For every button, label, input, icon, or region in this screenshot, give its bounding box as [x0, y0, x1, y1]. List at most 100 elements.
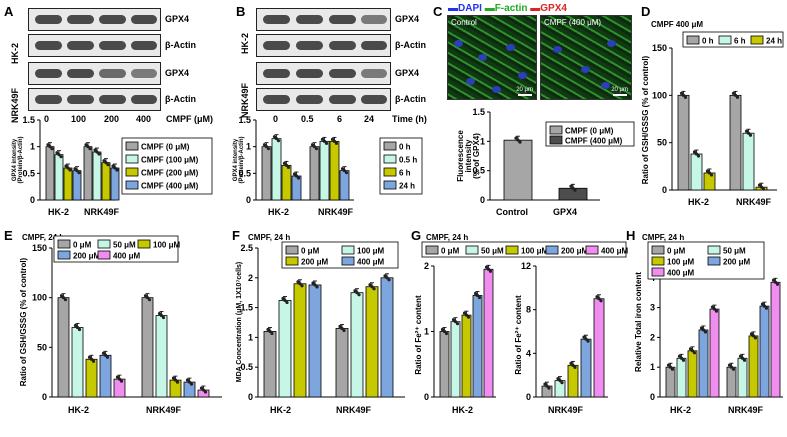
chart-a-point-0-0-0 — [46, 143, 50, 147]
chart-g-left-point-0-1-0 — [451, 318, 456, 322]
chart-d-point-0-1-2 — [696, 154, 701, 158]
chart-d-point-0-2-2 — [709, 173, 714, 177]
chart-f-bar-1-0 — [335, 328, 349, 398]
chart-h-point-1-0-2 — [731, 367, 736, 371]
chart-c-point-0-0-2 — [518, 140, 522, 144]
chart-h-point-0-1-1 — [679, 356, 684, 360]
chart-a-legend-swatch-1 — [125, 154, 139, 164]
chart-d-bar-0-1 — [690, 153, 703, 191]
chart-h-point-0-1-2 — [681, 358, 686, 362]
chart-h-legend-swatch-3 — [707, 256, 721, 266]
chart-f-bar-0-3 — [308, 284, 322, 398]
blot-b-actin-hk2 — [256, 34, 391, 57]
chart-b-ylabel-1: GPX4 intensity — [233, 138, 239, 181]
chart-a-point-1-0-1 — [86, 145, 90, 149]
blot-a-gpx4-nrk — [28, 62, 161, 85]
chart-g-legend-swatch-1 — [465, 245, 479, 255]
panel-d-label: D — [641, 4, 651, 19]
chart-b-point-0-0-2 — [266, 147, 271, 151]
panel-c-label: C — [433, 4, 443, 19]
chart-f-ytick-label-3: 1.5 — [240, 303, 253, 313]
chart-d-point-1-0-0 — [731, 91, 736, 95]
chart-b-point-0-2-0 — [282, 161, 287, 165]
chart-e-ylabel: Ratio of GSH/GSSG (% of control) — [19, 257, 28, 386]
chart-e-point-1-2-1 — [173, 378, 178, 382]
chart-e-legend-swatch-4 — [97, 250, 111, 260]
chart-a-point-0-2-0 — [64, 164, 68, 168]
chart-h-point-1-1-0 — [738, 354, 743, 358]
chart-a-point-1-3-1 — [113, 166, 117, 170]
chart-h-point-1-0-1 — [729, 365, 734, 369]
chart-b-point-0-2-2 — [286, 165, 291, 169]
chart-e-point-1-3-1 — [187, 380, 192, 384]
chart-c-ytick-label-2: 1 — [480, 136, 485, 146]
chart-e-point-0-2-2 — [91, 359, 96, 363]
chart-d-point-1-1-1 — [746, 131, 751, 135]
chart-g-left-point-0-4-0 — [484, 265, 489, 269]
chart-b-group-2: NRK49F — [318, 207, 354, 217]
chart-h-bar-0-0 — [665, 366, 676, 398]
chart-h-point-0-2-0 — [688, 347, 693, 351]
blot-b-actin-nrk — [256, 88, 391, 111]
chart-f-legend-item-2: 200 μM — [301, 258, 328, 267]
chart-a-ytick-label-3: 1.5 — [22, 115, 35, 125]
chart-g-left-point-0-3-2 — [477, 295, 482, 300]
blot-a-cond-1: 0 — [44, 114, 50, 124]
chart-a-point-1-1-0 — [93, 148, 97, 152]
chart-h-legend-item-3: 200 μM — [723, 258, 750, 267]
chart-h-bar-1-3 — [759, 305, 770, 398]
chart-b-legend-item-3: 24 h — [399, 182, 415, 191]
chart-c-point-0-0-1 — [516, 138, 520, 142]
chart-e-bar-0-2 — [85, 358, 98, 398]
chart-c-legend-swatch-1 — [549, 135, 563, 145]
chart-d-ytick-label-0: 0 — [662, 185, 667, 195]
chart-e-ytick-label-2: 100 — [32, 293, 47, 303]
chart-e-bar-1-3 — [183, 381, 196, 398]
chart-h-bar-1-4 — [770, 281, 781, 398]
micrograph-cmpf: CMPF (400 μM) 20 μm — [540, 15, 632, 100]
chart-a-bar-1-0 — [83, 146, 93, 201]
chart-g-right-bar-0-3 — [580, 338, 592, 398]
chart-g-legend-item-3: 200 μM — [561, 247, 588, 256]
chart-e-point-1-4-2 — [203, 390, 208, 394]
chart-f-point-1-0-2 — [342, 328, 346, 333]
stain-factin: F-actin — [494, 3, 528, 14]
chart-h-point-0-4-1 — [712, 307, 717, 311]
chart-b-point-0-1-2 — [276, 139, 281, 143]
chart-a-group-2: NRK49F — [84, 207, 120, 217]
chart-g-right-bar-0-2 — [567, 364, 579, 398]
chart-e-legend-swatch-1 — [97, 239, 111, 249]
chart-e-bar-1-1 — [155, 315, 168, 398]
chart-e-point-0-0-2 — [63, 298, 68, 302]
chart-a-point-0-3-0 — [73, 167, 77, 171]
chart-g-right-point-0-4-1 — [597, 297, 601, 301]
chart-f-ytick-label-4: 2 — [248, 273, 253, 283]
chart-g-legend-swatch-4 — [585, 245, 599, 255]
blot-b-cond-4: 24 — [364, 114, 375, 124]
chart-e-point-0-2-0 — [87, 355, 92, 359]
chart-g-left-point-0-1-1 — [453, 320, 458, 324]
chart-f-legend-item-1: 100 μM — [357, 247, 384, 256]
chart-a-legend-item-0: CMPF (0 μM) — [141, 143, 190, 152]
chart-e-point-0-4-1 — [117, 377, 122, 381]
chart-e-ytick-label-1: 50 — [37, 342, 47, 352]
chart-e-legend-item-2: 100 μM — [153, 241, 180, 250]
chart-g-left-point-0-4-1 — [486, 267, 491, 271]
chart-e-point-1-4-0 — [199, 386, 204, 390]
blot-b-cond-unit: Time (h) — [392, 114, 427, 124]
chart-f-ytick-label-5: 2.5 — [240, 243, 253, 253]
chart-h-legend-swatch-4 — [651, 267, 665, 277]
chart-c-point-1-1-2 — [573, 188, 577, 192]
chart-f-legend-item-3: 400 μM — [357, 258, 384, 267]
stain-gpx4: GPX4 — [540, 3, 567, 14]
chart-d-point-1-2-2 — [761, 187, 766, 191]
chart-c-bar-0-0 — [503, 139, 533, 201]
blot-b-protein-4: β-Actin — [395, 94, 426, 104]
chart-f-point-0-1-0 — [281, 296, 285, 301]
chart-d-point-1-0-2 — [735, 95, 740, 99]
chart-a-ytick-label-1: 0.5 — [22, 168, 35, 178]
chart-h-point-0-1-0 — [677, 354, 682, 358]
chart-b-point-1-2-0 — [330, 137, 335, 141]
chart-f-point-0-0-1 — [268, 329, 272, 334]
